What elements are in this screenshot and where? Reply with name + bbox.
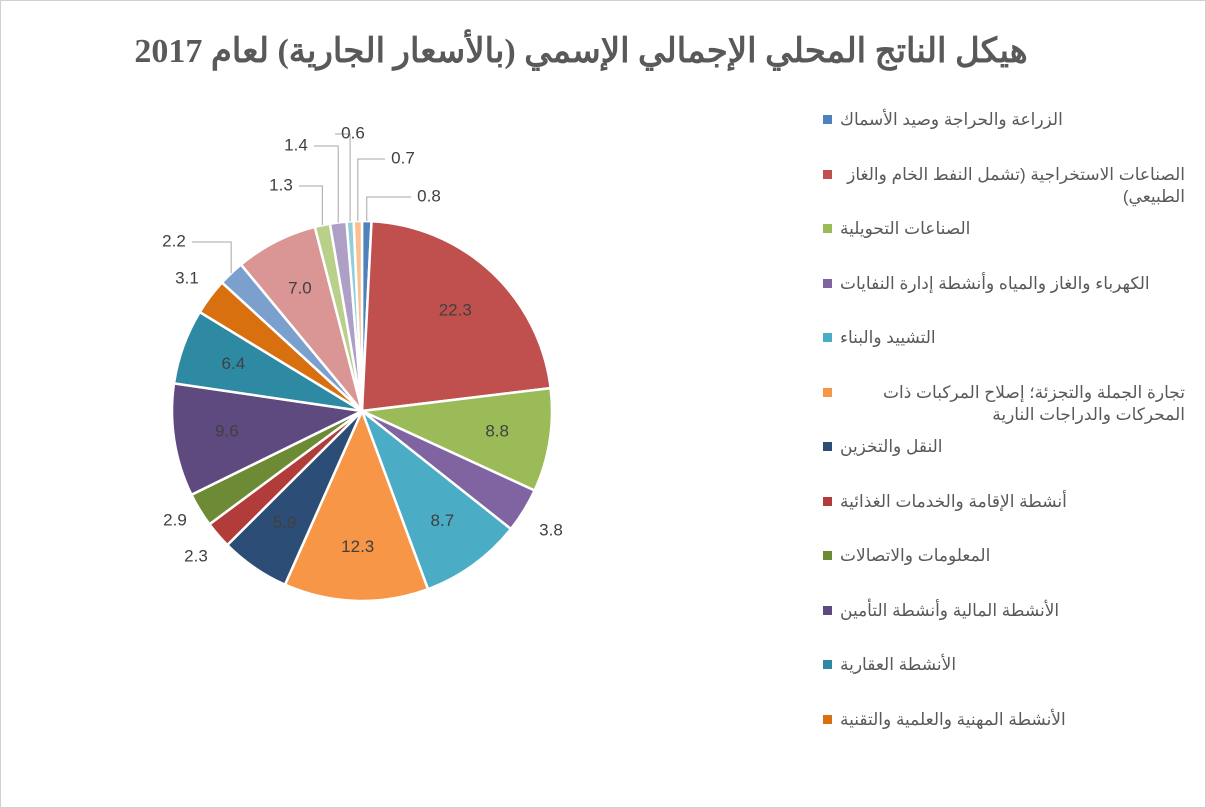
- legend-entry: الأنشطة العقارية: [823, 654, 956, 676]
- legend-label: تجارة الجملة والتجزئة؛ إصلاح المركبات ذا…: [883, 382, 1185, 424]
- leader-line: [366, 196, 411, 222]
- data-label: 8.7: [431, 511, 455, 530]
- pie-slice: [357, 386, 554, 493]
- legend-entry: الزراعة والحراجة وصيد الأسماك: [823, 109, 1063, 131]
- legend-swatch: [823, 605, 832, 615]
- data-label: 0.6: [341, 123, 365, 142]
- legend-swatch: [823, 115, 832, 124]
- data-label: 0.7: [391, 148, 415, 167]
- legend-entry: الكهرباء والغاز والمياه وأنشطة إدارة الن…: [823, 273, 1150, 295]
- legend-swatch: [823, 714, 832, 724]
- legend-label: الأنشطة العقارية: [840, 655, 957, 674]
- legend-entry: أنشطة الإقامة والخدمات الغذائية: [823, 491, 1067, 513]
- pie-slice: [359, 407, 513, 591]
- leader-line: [192, 241, 232, 274]
- legend-swatch: [823, 442, 832, 451]
- legend-swatch: [823, 333, 832, 342]
- legend-swatch: [823, 660, 832, 669]
- legend-label: المعلومات والاتصالات: [840, 546, 991, 565]
- data-label: 9.6: [215, 422, 239, 441]
- legend: الزراعة والحراجة وصيد الأسماك الصناعات ال…: [809, 101, 1189, 771]
- data-label: 1.4: [284, 135, 308, 154]
- data-label: 5.9: [273, 513, 297, 532]
- legend-swatch: [823, 551, 832, 560]
- pie-slice: [170, 381, 367, 497]
- legend-swatch: [823, 278, 832, 288]
- data-label: 12.3: [341, 537, 374, 556]
- data-label: 2.3: [184, 546, 208, 565]
- data-label: 7.0: [288, 279, 312, 298]
- legend-entry: تجارة الجملة والتجزئة؛ إصلاح المركبات ذا…: [823, 382, 1185, 426]
- leader-line: [299, 185, 323, 226]
- pie-slice: [283, 407, 430, 603]
- data-label: 0.8: [417, 186, 441, 205]
- legend-entry: الأنشطة المهنية والعلمية والتقنية: [823, 709, 1066, 731]
- legend-label: النقل والتخزين: [840, 437, 943, 456]
- leader-line: [314, 145, 339, 223]
- legend-swatch: [823, 224, 832, 233]
- legend-entry: النقل والتخزين: [823, 436, 943, 458]
- pie-slice: [360, 219, 553, 413]
- legend-label: الصناعات الاستخراجية (تشمل النفط الخام و…: [847, 164, 1185, 206]
- data-label: 6.4: [222, 354, 246, 373]
- data-label: 2.2: [162, 231, 186, 250]
- legend-entry: الأنشطة المالية وأنشطة التأمين: [823, 600, 1059, 622]
- data-label: 8.8: [485, 422, 509, 441]
- data-label: 2.9: [163, 510, 187, 529]
- data-label: 3.1: [175, 268, 199, 287]
- legend-entry: المعلومات والاتصالات: [823, 545, 990, 567]
- leader-line: [357, 158, 385, 222]
- legend-swatch: [823, 496, 832, 506]
- legend-swatch: [823, 169, 832, 179]
- legend-entry: التشييد والبناء: [823, 327, 936, 349]
- legend-label: الصناعات التحويلية: [840, 219, 971, 238]
- data-label: 1.3: [269, 175, 293, 194]
- legend-label: الكهرباء والغاز والمياه وأنشطة إدارة الن…: [840, 273, 1150, 293]
- data-label: 22.3: [439, 300, 472, 319]
- data-label: 3.8: [539, 520, 563, 539]
- legend-label: الأنشطة المالية وأنشطة التأمين: [840, 600, 1060, 620]
- legend-label: الأنشطة المهنية والعلمية والتقنية: [840, 709, 1066, 729]
- pie: 0.8 22.3 8.8 3.8 8.7 12.3 5.9 2.3 2.9 9.6 6.4 3.1 2.…: [162, 123, 563, 603]
- legend-label: الزراعة والحراجة وصيد الأسماك: [840, 110, 1063, 129]
- leader-line: [335, 133, 351, 222]
- legend-swatch: [823, 387, 832, 397]
- legend-label: أنشطة الإقامة والخدمات الغذائية: [840, 491, 1067, 511]
- legend-entry: الصناعات الاستخراجية (تشمل النفط الخام و…: [823, 164, 1185, 208]
- chart-title: هيكل الناتج المحلي الإجمالي الإسمي (بالأ…: [134, 33, 1028, 70]
- legend-entry: الصناعات التحويلية: [823, 218, 970, 240]
- legend-label: التشييد والبناء: [840, 328, 936, 347]
